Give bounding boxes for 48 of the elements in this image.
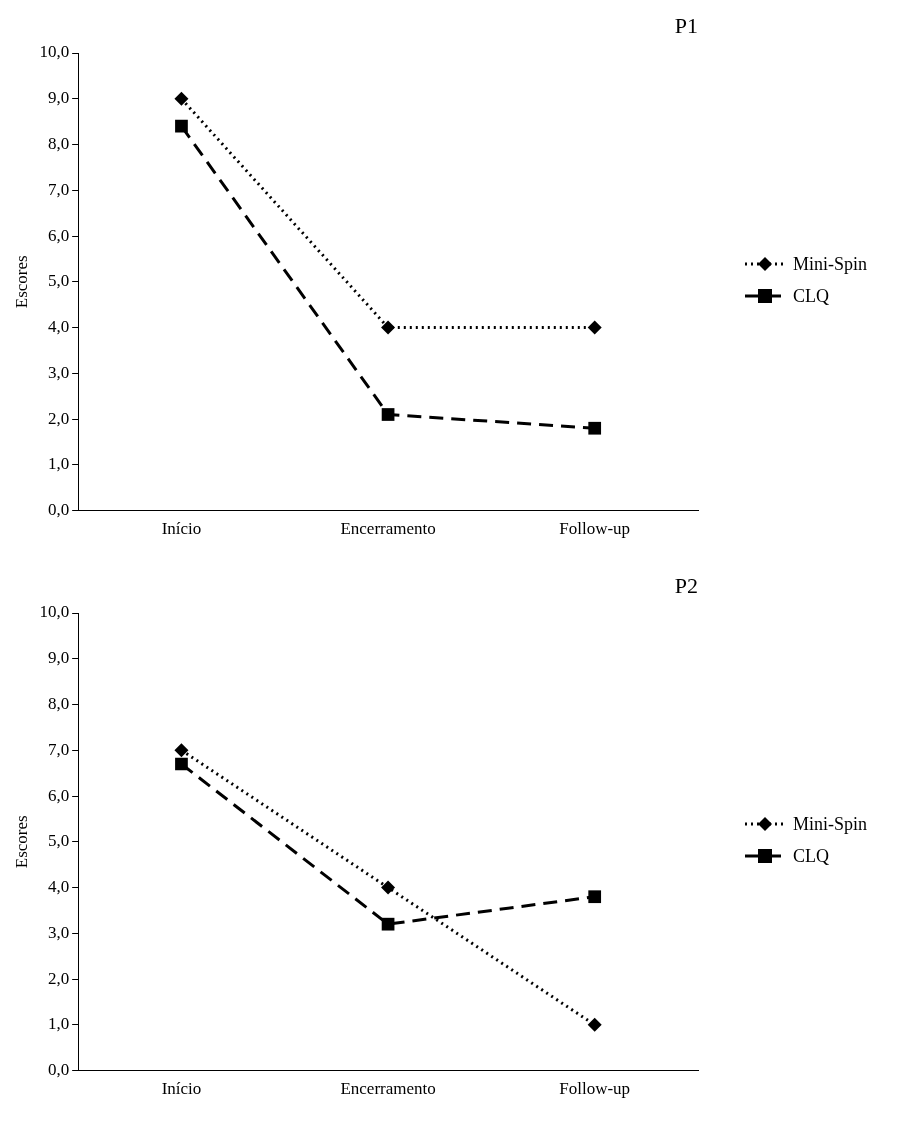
legend-label: Mini-Spin	[793, 253, 868, 275]
legend-label: Mini-Spin	[793, 813, 868, 835]
y-tick-label: 10,0	[39, 42, 70, 62]
chart-title: P2	[674, 572, 698, 598]
y-tick-label: 9,0	[47, 88, 70, 108]
x-tick-label: Encerramento	[340, 1079, 436, 1099]
y-tick-label: 6,0	[47, 225, 70, 245]
point	[588, 421, 602, 435]
x-tick-label: Follow-up	[559, 519, 631, 539]
y-tick-label: 2,0	[47, 968, 70, 988]
y-tick-label: 3,0	[47, 362, 70, 382]
chart-title: P1	[674, 12, 698, 38]
y-tick-label: 10,0	[39, 602, 70, 622]
y-tick-label: 4,0	[47, 317, 70, 337]
point	[587, 320, 602, 335]
y-tick-label: 2,0	[47, 408, 70, 428]
y-axis-title: Escores	[11, 815, 31, 869]
x-tick-label: Início	[161, 519, 202, 539]
y-tick-label: 4,0	[47, 877, 70, 897]
y-tick-label: 9,0	[47, 648, 70, 668]
point	[587, 1017, 602, 1032]
point	[381, 880, 396, 895]
x-tick-label: Início	[161, 1079, 202, 1099]
y-tick-label: 1,0	[47, 454, 70, 474]
point	[175, 119, 188, 133]
y-tick-label: 0,0	[47, 1060, 70, 1080]
y-tick-label: 7,0	[47, 739, 70, 759]
y-tick-label: 0,0	[47, 500, 70, 520]
y-tick-label: 6,0	[47, 785, 70, 805]
y-tick-label: 8,0	[47, 133, 70, 153]
legend-label: CLQ	[793, 285, 829, 307]
legend-label: CLQ	[793, 845, 829, 867]
y-tick-label: 5,0	[47, 831, 70, 851]
y-tick-label: 1,0	[47, 1014, 70, 1034]
point	[381, 320, 396, 335]
x-tick-label: Follow-up	[559, 1079, 631, 1099]
y-axis-title: Escores	[11, 255, 31, 309]
y-tick-label: 7,0	[47, 179, 70, 199]
point	[381, 917, 395, 931]
point	[174, 91, 189, 106]
point	[588, 890, 602, 904]
point	[381, 408, 395, 421]
point	[174, 743, 189, 758]
y-tick-label: 5,0	[47, 271, 70, 291]
x-tick-label: Encerramento	[340, 519, 436, 539]
y-tick-label: 8,0	[47, 693, 70, 713]
y-tick-label: 3,0	[47, 922, 70, 942]
point	[175, 757, 188, 771]
